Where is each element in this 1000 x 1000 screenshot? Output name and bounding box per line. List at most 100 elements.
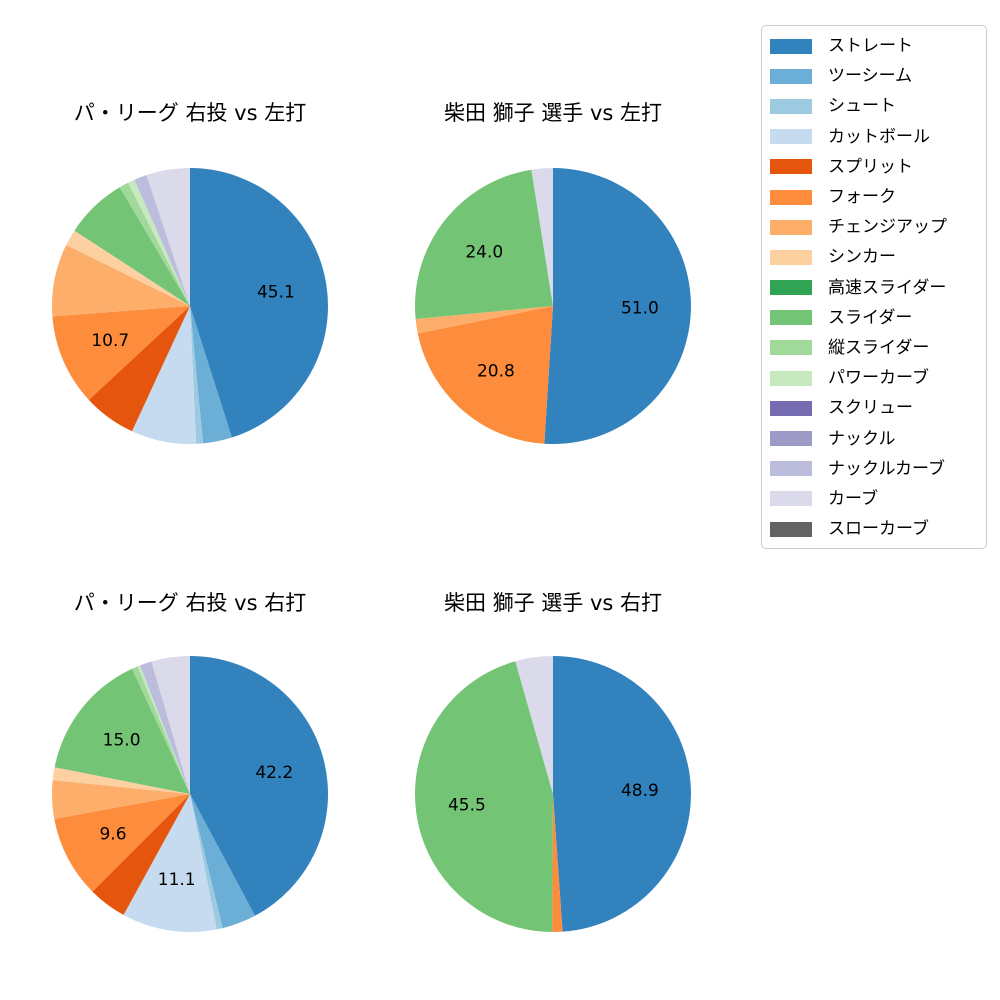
chart-title-top-right: 柴田 獅子 選手 vs 左打 (443, 101, 663, 125)
legend-swatch (770, 310, 812, 326)
pie-slice (515, 656, 553, 794)
pie-slice (531, 168, 553, 306)
chart-title-bottom-right: 柴田 獅子 選手 vs 右打 (443, 591, 663, 615)
pie-slice (54, 668, 190, 794)
slice-value-label: 24.0 (465, 243, 503, 263)
legend-item: フォーク (770, 182, 986, 212)
slice-value-label: 15.0 (103, 730, 141, 750)
legend-item: ナックル (770, 423, 986, 453)
slice-value-label: 11.1 (158, 870, 196, 890)
legend-label: スローカーブ (828, 519, 929, 540)
slice-value-label: 10.7 (91, 331, 129, 351)
legend-label: フォーク (828, 187, 896, 208)
legend-item: ツーシーム (770, 61, 986, 91)
legend-label: スプリット (828, 156, 913, 177)
pie-slice (544, 168, 691, 444)
slice-value-label: 51.0 (621, 299, 659, 319)
pie-slice (417, 306, 553, 444)
pie-chart-top-right: 51.0 20.8 24.0 (414, 168, 691, 444)
pie-slice (66, 230, 190, 306)
legend-item: チェンジアップ (770, 212, 986, 242)
slice-value-label: 45.5 (448, 796, 486, 816)
legend-swatch (770, 189, 812, 205)
legend-swatch (770, 340, 812, 356)
pie-slice (92, 794, 190, 915)
legend-item: 高速スライダー (770, 273, 986, 303)
chart-title-top-left: パ・リーグ 右投 vs 左打 (73, 101, 307, 125)
legend-item: ストレート (770, 31, 986, 61)
pie-slice (414, 661, 553, 932)
legend-item: スライダー (770, 303, 986, 333)
legend-label: ストレート (828, 36, 913, 57)
pie-slice (137, 665, 190, 794)
legend-swatch (770, 159, 812, 175)
pie-slice (54, 794, 190, 892)
pie-slice (88, 306, 190, 432)
legend-label: シュート (828, 96, 896, 117)
pie-chart-top-left: 45.1 10.7 (51, 168, 328, 445)
legend-swatch (770, 491, 812, 507)
pie-slice (552, 794, 563, 933)
legend-item: スローカーブ (770, 514, 986, 544)
legend: ストレートツーシームシュートカットボール スプリットフォークチェンジアップ シンカー… (761, 25, 987, 549)
slice-value-label: 20.8 (477, 362, 515, 382)
legend-swatch (770, 370, 812, 386)
legend-item: カットボール (770, 122, 986, 152)
pie-slice (146, 168, 190, 306)
legend-label: パワーカーブ (828, 368, 929, 389)
legend-swatch (770, 400, 812, 416)
pie-slice (74, 187, 190, 306)
slice-value-label: 48.9 (621, 781, 659, 801)
pie-slice (190, 306, 232, 444)
legend-label: スライダー (828, 307, 913, 328)
legend-label: ナックル (828, 428, 896, 449)
legend-swatch (770, 431, 812, 447)
pie-slice (151, 656, 190, 794)
pie-slice (415, 306, 553, 334)
legend-swatch (770, 129, 812, 145)
legend-item: スクリュー (770, 393, 986, 423)
slice-value-label: 9.6 (99, 824, 126, 844)
legend-label: カーブ (828, 488, 878, 509)
pie-slice (190, 306, 203, 444)
legend-swatch (770, 68, 812, 84)
pie-slice (190, 794, 255, 929)
chart-title-bottom-left: パ・リーグ 右投 vs 右打 (73, 591, 307, 615)
legend-swatch (770, 249, 812, 265)
pie-slice (553, 656, 691, 932)
legend-swatch (770, 521, 812, 537)
legend-item: カーブ (770, 484, 986, 514)
pie-chart-bottom-left: 42.2 11.1 9.6 15.0 (52, 656, 329, 932)
legend-item: ナックルカーブ (770, 454, 986, 484)
legend-label: ツーシーム (828, 66, 913, 87)
pie-slice (190, 794, 223, 930)
pie-slice (134, 175, 190, 306)
legend-label: シンカー (828, 247, 896, 268)
pie-slice (52, 767, 191, 794)
pie-slice (123, 794, 217, 932)
pie-slice (190, 656, 329, 916)
legend-item: パワーカーブ (770, 363, 986, 393)
legend-item: シンカー (770, 242, 986, 272)
legend-label: カットボール (828, 126, 930, 147)
pie-slice (52, 306, 190, 400)
legend-label: 縦スライダー (828, 337, 930, 358)
pie-slice (190, 168, 328, 438)
legend-item: スプリット (770, 152, 986, 182)
pie-slice (52, 780, 190, 820)
pie-slice (128, 179, 190, 306)
legend-swatch (770, 280, 812, 296)
pie-slice (51, 244, 190, 317)
pie-slice (119, 182, 190, 306)
legend-label: 高速スライダー (828, 277, 947, 298)
legend-item: 縦スライダー (770, 333, 986, 363)
pie-slice (132, 666, 190, 794)
pie-slice (132, 306, 197, 445)
legend-label: スクリュー (828, 398, 913, 419)
slice-value-label: 42.2 (255, 763, 293, 783)
legend-label: チェンジアップ (828, 217, 947, 238)
pie-slice (140, 661, 190, 794)
legend-item: シュート (770, 91, 986, 121)
pie-slice (414, 169, 553, 319)
slice-value-label: 45.1 (257, 283, 295, 303)
